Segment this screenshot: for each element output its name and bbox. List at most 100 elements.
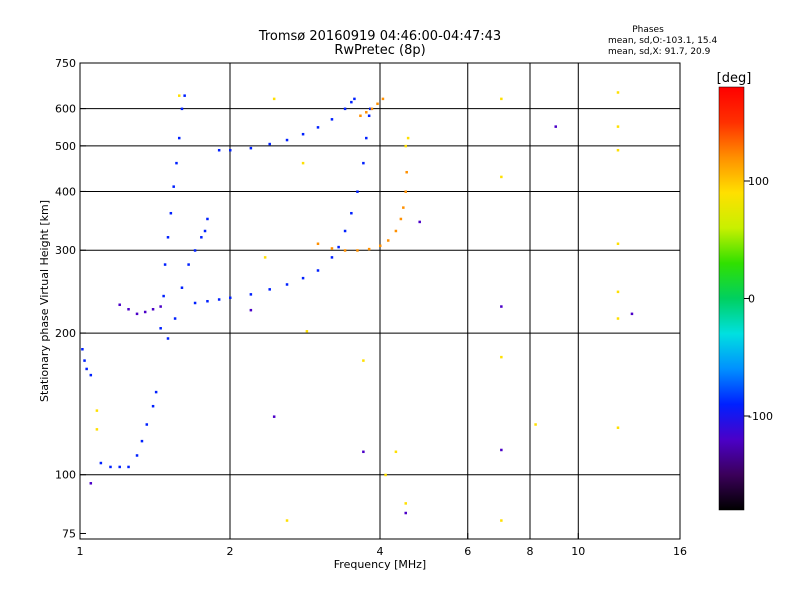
data-point — [500, 305, 503, 308]
data-point — [177, 136, 181, 140]
data-point — [500, 97, 503, 101]
data-point — [154, 390, 158, 394]
x-tick-label: 8 — [527, 545, 534, 558]
data-point — [268, 288, 271, 291]
data-point — [330, 256, 334, 259]
data-point — [206, 299, 209, 303]
data-point — [200, 236, 203, 239]
data-point — [356, 190, 359, 193]
data-point — [301, 161, 305, 165]
data-point — [127, 308, 130, 311]
y-tick-label: 750 — [55, 57, 76, 70]
data-point — [183, 94, 186, 97]
data-point — [143, 310, 147, 314]
data-point — [616, 317, 620, 320]
grid-lines — [80, 63, 680, 539]
x-axis-label: Frequency [MHz] — [334, 558, 426, 571]
chart-subtitle: RwPretec (8p) — [334, 43, 425, 58]
data-point — [500, 355, 503, 359]
data-point — [353, 97, 356, 101]
y-tick-label: 100 — [55, 469, 76, 482]
data-point — [229, 296, 232, 300]
data-point — [381, 97, 385, 101]
data-point — [394, 450, 398, 454]
data-points — [81, 91, 634, 522]
data-point — [365, 136, 368, 140]
data-point — [81, 347, 84, 351]
data-point — [85, 367, 88, 371]
data-point — [405, 170, 408, 174]
data-point — [285, 519, 289, 522]
data-point — [193, 301, 197, 305]
data-point — [272, 97, 276, 101]
data-point — [203, 229, 207, 233]
data-point — [616, 242, 620, 246]
data-point — [500, 175, 503, 179]
stats-x-mode: mean, sd,X: 91.7, 20.9 — [608, 47, 711, 57]
data-point — [630, 312, 634, 316]
data-point — [500, 519, 503, 522]
data-point — [249, 293, 253, 296]
y-axis-ticks: 75 100 200 300 400 500 600 750 — [55, 57, 86, 540]
data-point — [343, 249, 347, 252]
x-tick-label: 16 — [673, 545, 687, 558]
data-point — [127, 465, 130, 469]
data-point — [359, 114, 362, 118]
y-tick-label: 75 — [62, 527, 76, 540]
data-point — [406, 136, 410, 140]
data-point — [350, 211, 353, 215]
data-point — [95, 428, 99, 431]
data-point — [301, 276, 305, 280]
data-point — [404, 511, 407, 515]
data-point — [89, 482, 93, 485]
x-tick-label: 2 — [227, 545, 234, 558]
plot-area: 1 2 4 6 8 10 16 75 100 200 300 400 500 600 750 — [55, 57, 687, 558]
data-point — [330, 247, 334, 250]
data-point — [118, 465, 121, 469]
data-point — [118, 303, 121, 307]
data-point — [394, 229, 398, 233]
data-point — [145, 423, 149, 426]
data-point — [162, 294, 165, 298]
y-tick-label: 300 — [55, 244, 76, 257]
data-point — [305, 330, 309, 333]
data-point — [187, 263, 190, 266]
x-axis-ticks: 1 2 4 6 8 10 16 — [77, 533, 687, 558]
data-point — [135, 454, 139, 457]
data-point — [534, 423, 537, 426]
data-point — [175, 161, 178, 165]
data-point — [229, 148, 232, 152]
x-tick-label: 4 — [377, 545, 384, 558]
data-point — [285, 138, 289, 142]
data-point — [193, 249, 197, 252]
data-point — [217, 298, 221, 301]
stats-title: Phases — [632, 25, 664, 35]
colorbar-ticks: 100 0 -100 — [744, 175, 773, 423]
data-point — [177, 94, 181, 97]
colorbar-tick-label: -100 — [748, 410, 773, 423]
data-point — [362, 359, 365, 362]
data-point — [343, 107, 347, 111]
data-point — [169, 211, 173, 215]
data-point — [402, 206, 405, 209]
data-point — [263, 256, 267, 259]
colorbar-tick-label: 100 — [748, 175, 769, 188]
x-tick-label: 1 — [77, 545, 84, 558]
data-point — [163, 263, 167, 266]
data-point — [316, 126, 320, 129]
data-point — [418, 220, 421, 224]
data-point — [356, 249, 359, 252]
data-point — [89, 373, 93, 377]
y-tick-label: 500 — [55, 140, 76, 153]
data-point — [350, 100, 353, 104]
data-point — [172, 185, 175, 188]
data-point — [362, 450, 365, 454]
data-point — [166, 236, 170, 239]
data-point — [151, 308, 155, 311]
y-tick-label: 600 — [55, 103, 76, 116]
data-point — [616, 426, 620, 429]
data-point — [135, 312, 139, 316]
colorbar-gradient — [718, 86, 745, 511]
